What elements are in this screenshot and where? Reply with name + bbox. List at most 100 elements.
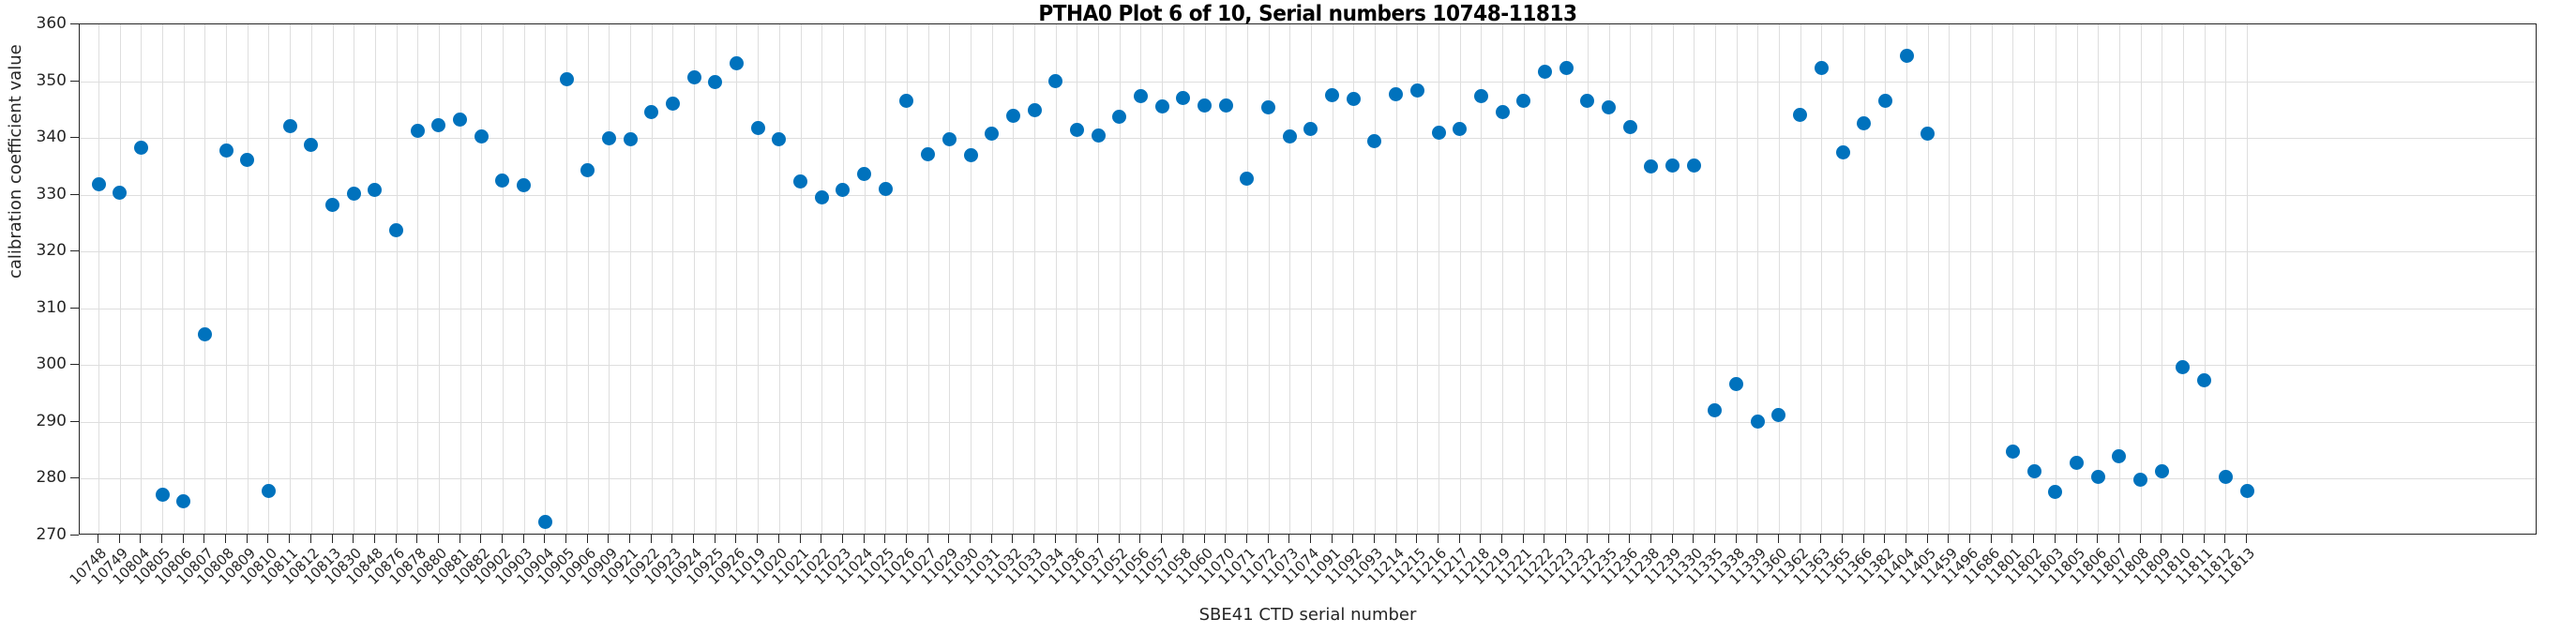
x-tick-mark	[1203, 535, 1205, 543]
x-tick-mark	[905, 535, 907, 543]
x-gridline	[141, 24, 143, 534]
data-point	[346, 186, 361, 201]
x-tick-mark	[757, 535, 759, 543]
x-gridline	[1268, 24, 1270, 534]
plot-area	[79, 23, 2537, 535]
data-point	[1665, 158, 1680, 173]
x-gridline	[417, 24, 419, 534]
x-tick-mark	[2224, 535, 2226, 543]
data-point	[1069, 122, 1084, 137]
x-gridline	[694, 24, 696, 534]
x-tick-mark	[2075, 535, 2077, 543]
x-gridline	[1162, 24, 1164, 534]
data-point	[1133, 89, 1148, 104]
data-point	[1644, 158, 1659, 174]
x-gridline	[481, 24, 483, 534]
data-point	[1495, 105, 1510, 120]
y-gridline	[80, 365, 2536, 367]
y-tick-mark	[70, 307, 79, 309]
y-gridline	[80, 138, 2536, 140]
x-gridline	[1013, 24, 1015, 534]
y-tick-mark	[70, 23, 79, 24]
data-point	[836, 183, 851, 198]
data-point	[1580, 93, 1595, 108]
x-gridline	[332, 24, 334, 534]
x-tick-mark	[1012, 535, 1014, 543]
x-tick-mark	[395, 535, 397, 543]
x-gridline	[842, 24, 844, 534]
x-tick-mark	[970, 535, 971, 543]
x-tick-mark	[1607, 535, 1609, 543]
data-point	[708, 75, 723, 90]
x-axis-label: SBE41 CTD serial number	[1198, 605, 1417, 625]
y-gridline	[80, 194, 2536, 196]
x-tick-mark	[140, 535, 142, 543]
x-tick-mark	[608, 535, 610, 543]
y-gridline	[80, 81, 2536, 83]
x-tick-mark	[1225, 535, 1227, 543]
data-point	[1027, 102, 1042, 117]
data-point	[1282, 128, 1297, 143]
x-gridline	[1672, 24, 1674, 534]
data-point	[1367, 133, 1382, 148]
x-tick-mark	[1118, 535, 1120, 543]
data-point	[537, 514, 552, 529]
x-gridline	[1970, 24, 1972, 534]
x-gridline	[459, 24, 461, 534]
y-tick-label: 350	[36, 70, 67, 90]
x-gridline	[2098, 24, 2100, 534]
data-point	[2070, 455, 2085, 470]
x-tick-mark	[1862, 535, 1864, 543]
x-tick-mark	[650, 535, 652, 543]
x-tick-mark	[2139, 535, 2141, 543]
x-tick-mark	[373, 535, 375, 543]
x-gridline	[2204, 24, 2206, 534]
x-tick-mark	[2161, 535, 2162, 543]
data-point	[1835, 145, 1850, 160]
x-gridline	[1927, 24, 1929, 534]
x-gridline	[1650, 24, 1652, 534]
x-tick-mark	[522, 535, 524, 543]
x-gridline	[1289, 24, 1291, 534]
x-tick-mark	[1438, 535, 1439, 543]
x-tick-mark	[2203, 535, 2205, 543]
y-tick-label: 280	[36, 468, 67, 488]
x-gridline	[1863, 24, 1865, 534]
x-tick-mark	[629, 535, 631, 543]
y-tick-label: 340	[36, 128, 67, 147]
x-gridline	[2012, 24, 2014, 534]
x-tick-mark	[2033, 535, 2035, 543]
x-gridline	[226, 24, 228, 534]
data-point	[2026, 464, 2041, 479]
data-point	[1453, 121, 1468, 136]
x-tick-mark	[161, 535, 163, 543]
x-tick-mark	[353, 535, 354, 543]
x-gridline	[2247, 24, 2248, 534]
x-tick-mark	[1735, 535, 1737, 543]
x-tick-mark	[1671, 535, 1673, 543]
x-tick-mark	[289, 535, 291, 543]
x-gridline	[1246, 24, 1248, 534]
x-tick-mark	[1990, 535, 1992, 543]
data-point	[431, 117, 446, 132]
x-gridline	[672, 24, 674, 534]
x-tick-mark	[1480, 535, 1482, 543]
data-point	[474, 129, 489, 144]
data-point	[1325, 87, 1340, 102]
data-point	[1771, 407, 1786, 422]
x-tick-mark	[1076, 535, 1077, 543]
x-tick-mark	[1097, 535, 1099, 543]
x-gridline	[545, 24, 547, 534]
x-gridline	[1098, 24, 1100, 534]
x-tick-mark	[2054, 535, 2056, 543]
data-point	[197, 327, 212, 342]
data-point	[91, 177, 106, 192]
data-point	[1729, 377, 1744, 392]
x-tick-mark	[1756, 535, 1758, 543]
data-point	[686, 69, 701, 84]
data-point	[218, 143, 233, 158]
x-tick-mark	[437, 535, 439, 543]
data-point	[453, 112, 468, 127]
x-gridline	[1800, 24, 1801, 534]
